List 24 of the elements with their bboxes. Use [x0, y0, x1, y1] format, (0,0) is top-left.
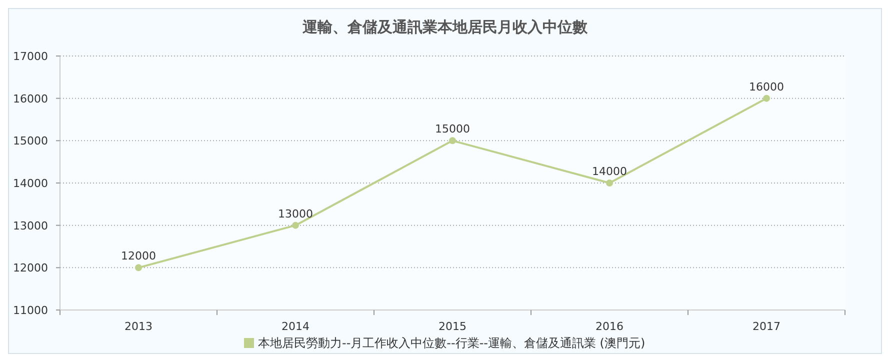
point	[763, 94, 770, 102]
data-label: 13000	[278, 207, 313, 220]
y-tick-label: 17000	[13, 50, 48, 63]
x-tick-label: 2016	[596, 320, 624, 333]
data-label: 14000	[592, 165, 627, 178]
y-tick-label: 11000	[13, 304, 48, 317]
point	[449, 137, 456, 144]
data-label: 15000	[435, 122, 470, 136]
point	[135, 264, 142, 272]
y-tick-label: 13000	[13, 219, 48, 232]
data-label: 12000	[121, 250, 156, 263]
data-label: 16000	[749, 80, 784, 94]
legend-label: 本地居民勞動力--月工作收入中位數--行業--運輸、倉儲及通訊業 (澳門元)	[258, 336, 646, 350]
y-tick-label: 12000	[13, 262, 48, 275]
point	[292, 222, 299, 229]
x-tick-label: 2017	[752, 320, 780, 333]
y-tick-label: 16000	[13, 92, 48, 106]
x-tick-label: 2015	[438, 320, 466, 333]
point	[606, 180, 613, 186]
x-tick-label: 2013	[124, 320, 152, 333]
y-tick-label: 15000	[13, 134, 48, 148]
y-tick-label: 14000	[13, 177, 48, 190]
x-tick-label: 2014	[282, 320, 310, 333]
chart-title: 運輸、倉儲及通訊業本地居民月收入中位數	[302, 18, 588, 36]
